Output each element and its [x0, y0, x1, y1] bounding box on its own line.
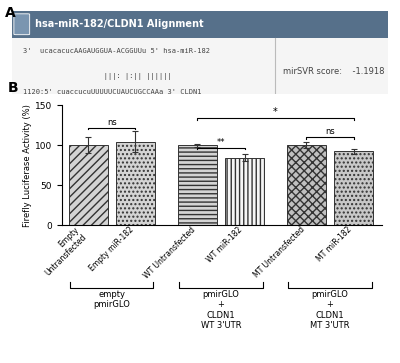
- Text: hsa-miR-182/CLDN1 Alignment: hsa-miR-182/CLDN1 Alignment: [34, 19, 203, 29]
- Text: pmirGLO
+
CLDN1
MT 3'UTR: pmirGLO + CLDN1 MT 3'UTR: [310, 290, 350, 330]
- Bar: [178, 145, 216, 225]
- Bar: [334, 151, 373, 225]
- Text: WT Untransfected: WT Untransfected: [142, 225, 197, 280]
- Bar: [69, 145, 108, 225]
- Text: empty
pmirGLO: empty pmirGLO: [93, 290, 130, 309]
- Text: 1120:5' cuaccucuUUUUUCUAUCUGCCAAa 3' CLDN1: 1120:5' cuaccucuUUUUUCUAUCUGCCAAa 3' CLD…: [23, 89, 202, 95]
- Text: ns: ns: [325, 127, 335, 136]
- Text: Empty miR-182: Empty miR-182: [88, 225, 136, 273]
- Text: ns: ns: [107, 118, 117, 127]
- Text: WT miR-182: WT miR-182: [206, 225, 244, 264]
- Text: 3'  ucacacucAAGAUGGUA-ACGGUUu 5' hsa-miR-182: 3' ucacacucAAGAUGGUA-ACGGUUu 5' hsa-miR-…: [23, 48, 210, 54]
- Bar: [116, 142, 155, 225]
- Text: B: B: [8, 81, 18, 95]
- FancyBboxPatch shape: [14, 14, 30, 35]
- Text: MT miR-182: MT miR-182: [315, 225, 354, 264]
- Text: pmirGLO
+
CLDN1
WT 3'UTR: pmirGLO + CLDN1 WT 3'UTR: [200, 290, 241, 330]
- Text: mirSVR score:    -1.1918: mirSVR score: -1.1918: [283, 66, 384, 76]
- Bar: [12, 11, 388, 38]
- Text: A: A: [4, 6, 15, 20]
- Text: Empty
Untransfected: Empty Untransfected: [36, 225, 88, 277]
- Bar: [287, 145, 326, 225]
- Bar: [12, 38, 388, 94]
- Text: *: *: [273, 107, 278, 117]
- Text: |||: |:|| ||||||: |||: |:|| ||||||: [23, 73, 172, 79]
- Text: MT Untransfected: MT Untransfected: [252, 225, 306, 280]
- Y-axis label: Firefly Luciferase Activity (%): Firefly Luciferase Activity (%): [23, 104, 32, 227]
- Bar: [225, 158, 264, 225]
- Text: **: **: [216, 138, 225, 147]
